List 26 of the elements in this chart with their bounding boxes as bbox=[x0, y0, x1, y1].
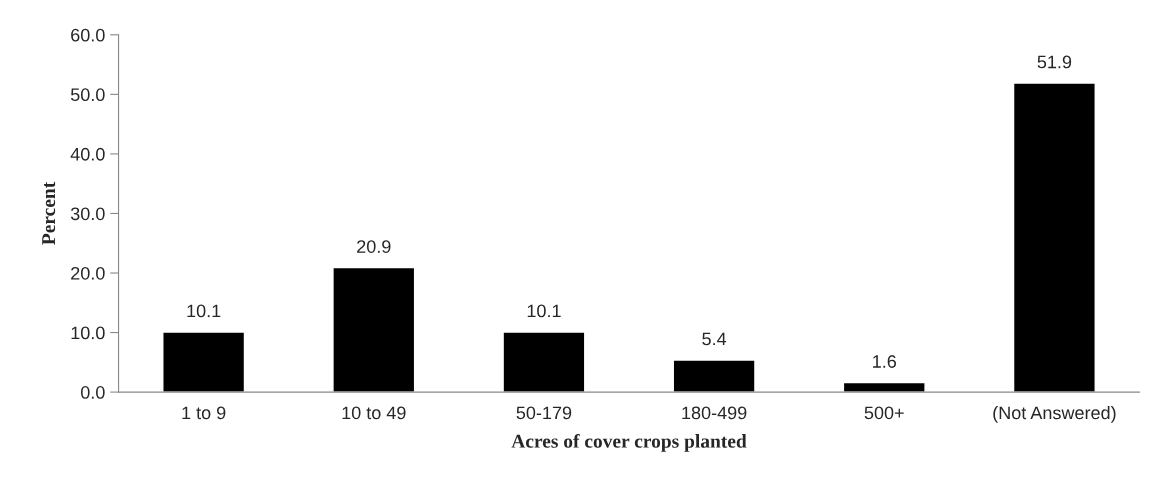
data-label: 10.1 bbox=[527, 304, 561, 318]
y-tick-label: 60.0 bbox=[71, 28, 105, 42]
bar bbox=[502, 331, 586, 393]
y-tick-label: 50.0 bbox=[70, 88, 105, 102]
bar bbox=[332, 266, 416, 393]
y-tick-label: 30.0 bbox=[70, 207, 105, 221]
data-label: 10.1 bbox=[187, 304, 221, 318]
data-label: 51.9 bbox=[1037, 55, 1072, 69]
x-tick-label: 500+ bbox=[864, 406, 904, 420]
data-label: 5.4 bbox=[702, 332, 727, 346]
x-tick-label: (Not Answered) bbox=[993, 405, 1116, 423]
bar bbox=[1012, 82, 1096, 393]
y-tick-label: 40.0 bbox=[70, 147, 105, 161]
x-tick-label: 10 to 49 bbox=[342, 406, 406, 420]
y-tick-label: 0.0 bbox=[80, 386, 105, 399]
x-axis-title: Acres of cover crops planted bbox=[511, 433, 747, 452]
y-axis-title: Percent bbox=[42, 181, 56, 245]
bar bbox=[672, 359, 756, 393]
x-tick-label: 180-499 bbox=[682, 406, 747, 420]
y-tick-label: 10.0 bbox=[71, 326, 105, 340]
x-tick-label: 1 to 9 bbox=[182, 406, 226, 420]
data-label: 1.6 bbox=[873, 355, 897, 368]
bar bbox=[162, 331, 246, 393]
y-tick-label: 20.0 bbox=[71, 266, 105, 280]
data-label: 20.9 bbox=[357, 240, 391, 253]
x-tick-label: 50-179 bbox=[516, 406, 572, 420]
